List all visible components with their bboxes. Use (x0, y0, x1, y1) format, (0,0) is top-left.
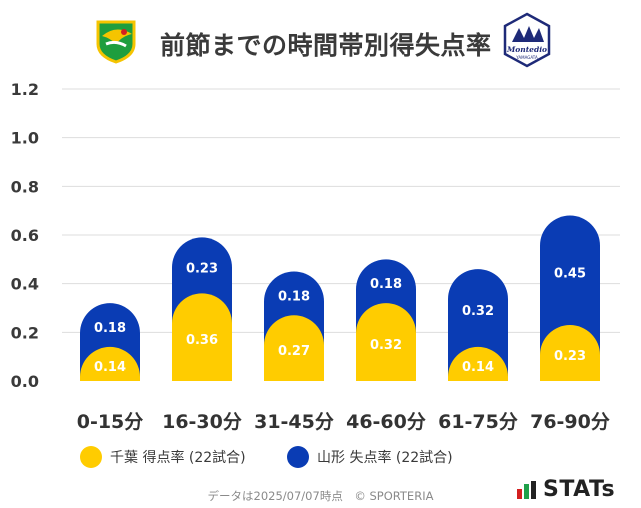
chart-header: 前節までの時間帯別得失点率 Montedio YAMAGATA (0, 0, 641, 80)
x-tick-label: 46-60分 (346, 411, 426, 433)
data-label-away: 0.18 (278, 289, 310, 304)
away-crest-subtext: YAMAGATA (515, 55, 538, 60)
legend-label-home: 千葉 得点率 (22試合) (110, 450, 246, 466)
bar-group: 0.18 0.27 (264, 271, 324, 381)
legend-item-home: 千葉 得点率 (22試合) (80, 446, 246, 468)
data-label-home: 0.14 (94, 360, 126, 375)
y-tick-label: 1.0 (11, 129, 39, 148)
bar-home (172, 293, 232, 381)
x-tick-label: 16-30分 (162, 411, 242, 433)
y-tick-label: 0.8 (11, 177, 39, 196)
legend-label-away: 山形 失点率 (22試合) (317, 450, 453, 466)
gridlines (62, 88, 620, 333)
data-label-away: 0.18 (94, 321, 126, 336)
data-label-away: 0.18 (370, 277, 402, 292)
x-tick-label: 0-15分 (77, 411, 144, 433)
bar-group: 0.23 0.36 (172, 237, 232, 381)
stats-bars-icon (517, 480, 536, 499)
data-label-home: 0.23 (554, 349, 586, 364)
bar-group: 0.45 0.23 (540, 215, 600, 381)
bar-home (356, 303, 416, 381)
y-tick-label: 1.2 (11, 80, 39, 99)
y-tick-label: 0.4 (11, 275, 39, 294)
x-tick-label: 61-75分 (438, 411, 518, 433)
away-team-crest-icon: Montedio YAMAGATA (503, 12, 551, 68)
data-label-away: 0.23 (186, 261, 218, 276)
data-label-home: 0.36 (186, 333, 218, 348)
data-label-home: 0.32 (370, 338, 402, 353)
bar-home (264, 315, 324, 381)
x-tick-label: 31-45分 (254, 411, 334, 433)
data-label-home: 0.27 (278, 344, 310, 359)
x-axis-labels: 0-15分 16-30分 31-45分 46-60分 61-75分 76-90分 (77, 411, 610, 433)
x-tick-label: 76-90分 (530, 411, 610, 433)
legend-swatch-home (80, 446, 102, 468)
y-tick-label: 0.6 (11, 226, 39, 245)
y-tick-label: 0.0 (11, 372, 39, 391)
legend: 千葉 得点率 (22試合) 山形 失点率 (22試合) (0, 446, 641, 476)
y-axis-ticks: 0.0 0.2 0.4 0.6 0.8 1.0 1.2 (11, 80, 39, 391)
bars: 0.18 0.14 0.23 0.36 0.18 0.27 0.18 0.32 0.32 0.14… (80, 215, 600, 381)
home-team-crest-icon (96, 20, 136, 64)
data-label-away: 0.45 (554, 266, 586, 281)
bar-group: 0.18 0.32 (356, 259, 416, 381)
bar-group: 0.18 0.14 (80, 303, 140, 381)
stats-brand: STATs (543, 477, 616, 502)
bar-home (540, 325, 600, 381)
legend-swatch-away (287, 446, 309, 468)
bar-home (448, 346, 508, 381)
page-title: 前節までの時間帯別得失点率 (160, 31, 492, 60)
data-label-home: 0.14 (462, 360, 494, 375)
bar-group: 0.32 0.14 (448, 269, 508, 381)
data-label-away: 0.32 (462, 304, 494, 319)
away-crest-text: Montedio (506, 45, 547, 54)
y-tick-label: 0.2 (11, 323, 39, 342)
stats-logo: STATs (516, 477, 615, 502)
bar-home (80, 346, 140, 381)
bar-chart: 0.00.20.40.60.81.01.2 0.180.140.230.360.… (11, 80, 620, 433)
legend-item-away: 山形 失点率 (22試合) (287, 446, 453, 468)
footer-note: データは2025/07/07時点 © SPORTERIA (207, 489, 434, 503)
